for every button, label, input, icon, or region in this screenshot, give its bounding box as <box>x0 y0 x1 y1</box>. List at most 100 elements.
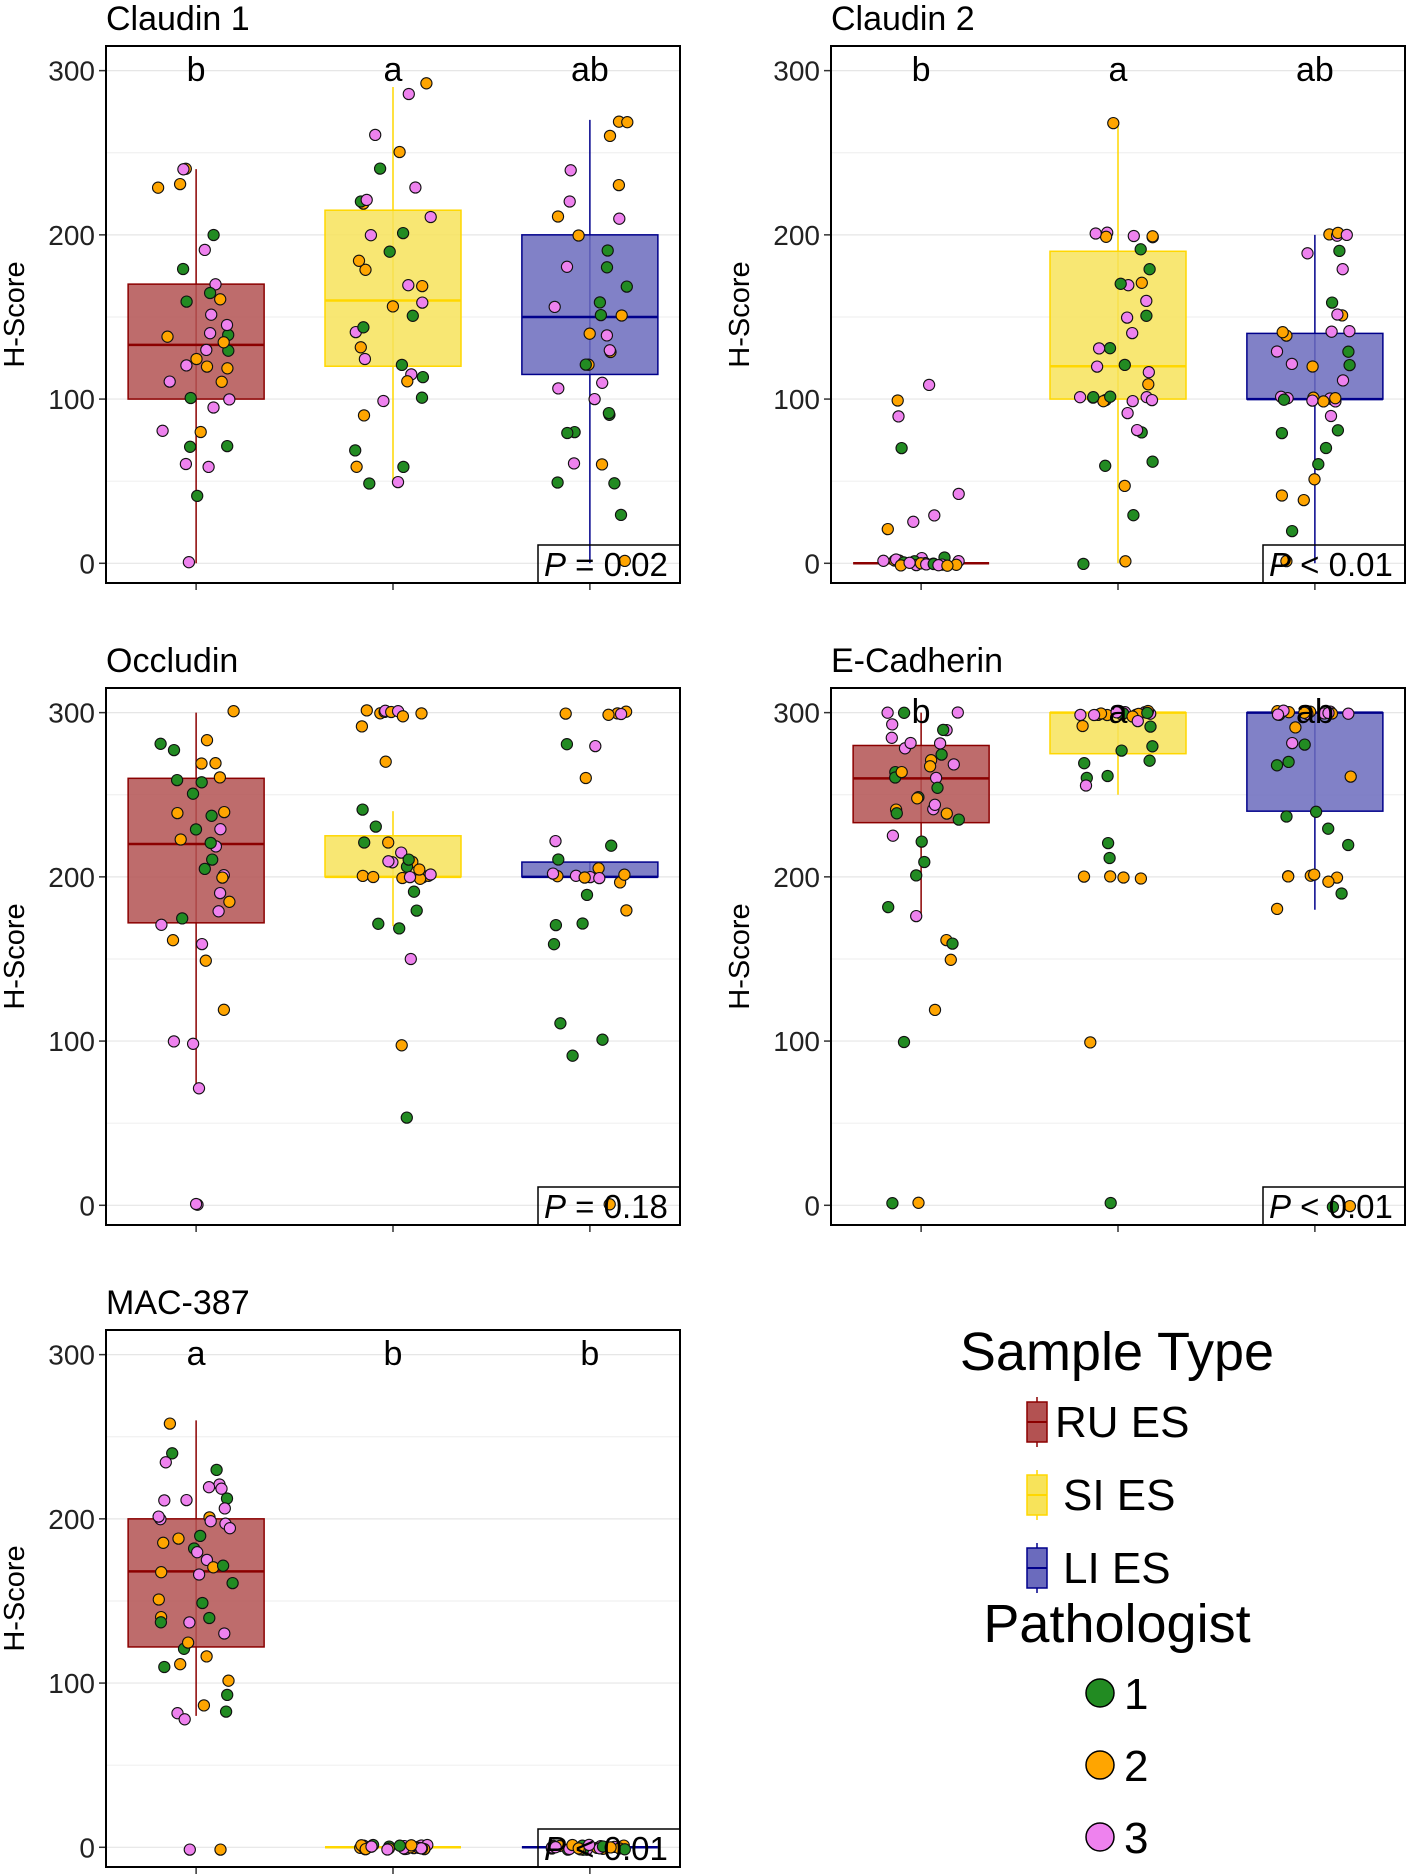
data-point <box>359 263 372 276</box>
data-point <box>1325 296 1339 309</box>
data-point <box>180 1493 193 1507</box>
y-tick-label: 100 <box>773 384 820 415</box>
data-point <box>885 731 898 744</box>
data-point <box>580 888 594 902</box>
data-point <box>223 1522 237 1535</box>
data-point <box>356 803 369 816</box>
data-point <box>402 87 415 101</box>
data-point <box>179 457 193 471</box>
data-point <box>904 736 917 750</box>
data-point <box>549 1841 562 1854</box>
data-point <box>1286 736 1299 750</box>
legend-dot-3 <box>1085 1822 1115 1852</box>
legend-sample-title: Sample Type <box>960 1322 1274 1382</box>
data-point <box>576 917 589 930</box>
data-point <box>1280 810 1293 823</box>
data-point <box>1092 342 1106 355</box>
data-point <box>213 886 227 900</box>
data-point <box>593 871 606 885</box>
data-point <box>355 720 369 733</box>
data-point <box>395 358 409 372</box>
data-point <box>596 1033 609 1046</box>
data-point <box>559 707 572 720</box>
data-point <box>1104 390 1117 403</box>
p-value-number: < 0.01 <box>566 1830 668 1867</box>
y-tick-label: 200 <box>48 1504 95 1535</box>
box-body <box>1246 711 1384 812</box>
data-point <box>563 195 576 208</box>
data-point <box>935 748 948 761</box>
data-point <box>548 300 561 314</box>
data-point <box>1142 366 1155 379</box>
data-point <box>1104 1196 1117 1210</box>
data-point <box>209 278 222 291</box>
y-axis-label: H-Score <box>724 903 756 1009</box>
data-point <box>356 869 369 883</box>
data-point <box>1134 872 1148 885</box>
data-point <box>383 245 396 258</box>
data-point <box>910 909 923 923</box>
data-point <box>189 1197 203 1211</box>
data-point <box>1126 394 1139 408</box>
data-point <box>552 382 565 395</box>
data-point <box>951 706 964 719</box>
data-point <box>1130 423 1144 437</box>
data-point <box>897 706 911 719</box>
data-point <box>1271 708 1285 721</box>
data-point <box>163 1417 177 1430</box>
data-point <box>220 318 234 332</box>
data-point <box>1076 719 1089 733</box>
data-point <box>1143 263 1156 276</box>
panel-claudin-2: Claudin 2 0 100 200 300 H-Score b a ab P < 0.01 <box>724 0 1406 590</box>
data-point <box>911 792 924 805</box>
legend-dot-2 <box>1085 1750 1115 1780</box>
data-point <box>881 522 894 536</box>
data-point <box>567 457 581 470</box>
data-point <box>1270 902 1284 916</box>
data-point <box>176 912 189 925</box>
data-point <box>186 1037 200 1050</box>
data-point <box>918 855 931 869</box>
data-point <box>1308 473 1321 486</box>
data-point <box>1079 779 1093 792</box>
data-point <box>552 853 565 866</box>
p-value-text: P < 0.01 <box>1269 1188 1393 1225</box>
y-axis-label: H-Score <box>0 261 31 367</box>
y-tick-label: 200 <box>48 862 95 893</box>
data-point <box>1140 309 1153 322</box>
data-point <box>1276 326 1289 339</box>
data-point <box>618 554 631 568</box>
data-point <box>1084 1036 1097 1049</box>
data-point <box>1118 358 1131 372</box>
data-point <box>221 1688 234 1702</box>
data-point <box>219 1705 233 1718</box>
data-point <box>155 1566 168 1579</box>
data-point <box>363 477 376 490</box>
data-point <box>197 1699 211 1712</box>
data-point <box>369 820 382 833</box>
data-point <box>393 145 406 159</box>
data-point <box>618 1843 631 1856</box>
p-value-box: P < 0.01 <box>1262 1186 1406 1226</box>
legend-pathologist-item-1: 1 <box>1085 1670 1148 1719</box>
data-point <box>604 1841 617 1854</box>
data-point <box>1325 325 1338 338</box>
data-point <box>227 705 240 718</box>
data-point <box>933 737 947 750</box>
data-point <box>1121 406 1134 420</box>
data-point <box>396 710 410 723</box>
data-point <box>566 1049 579 1062</box>
data-point <box>369 128 382 142</box>
panel-mac-387: MAC-387 0 100 200 300 H-Score a b b P < 0.01 <box>0 1284 681 1874</box>
data-point <box>203 286 217 300</box>
data-point <box>220 1492 234 1505</box>
data-point <box>579 358 592 371</box>
data-point <box>416 279 429 293</box>
y-tick-label: 100 <box>773 1026 820 1057</box>
data-point <box>357 409 371 422</box>
data-point <box>360 704 373 717</box>
p-value-number: = 0.02 <box>566 546 668 583</box>
y-tick-label: 200 <box>773 862 820 893</box>
data-point <box>595 458 609 471</box>
data-point <box>1336 374 1350 387</box>
